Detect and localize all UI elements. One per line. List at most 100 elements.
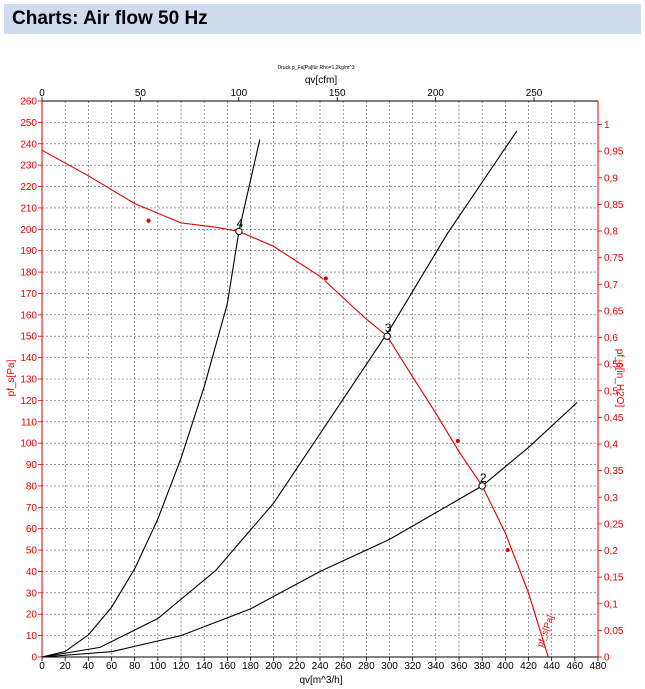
y-tick-label: 250 [20,118,37,129]
y2-tick-label: 0,55 [604,360,624,371]
x-tick-label: 480 [590,661,607,672]
x-tick-label: 120 [173,661,190,672]
chart-subtitle: Druck p_Fa[Pa]für Rho=1,2kg/m^3 [278,65,355,71]
y2-tick-label: 0,8 [604,227,618,238]
x-tick-label: 360 [451,661,468,672]
y-tick-label: 200 [20,225,37,236]
x2-tick-label: 100 [230,88,247,99]
y2-tick-label: 0,15 [604,573,624,584]
x-tick-label: 0 [39,661,45,672]
x-tick-label: 60 [106,661,118,672]
x-tick-label: 300 [381,661,398,672]
operating-point-label: 2 [480,471,487,485]
x-tick-label: 260 [335,661,352,672]
y-tick-label: 40 [26,567,38,578]
curves [41,130,578,658]
y-tick-label: 120 [20,396,37,407]
fan-curve-marker [504,547,511,553]
y2-tick-label: 0,6 [604,333,618,344]
operating-point [383,332,391,340]
y2-tick-label: 0,65 [604,306,624,317]
fan-curve-marker [323,275,329,282]
y2-tick-label: 0,9 [604,173,618,184]
y-tick-label: 210 [20,203,37,214]
y-tick-label: 20 [26,610,38,621]
y-tick-label: 230 [20,161,37,172]
operating-point [478,482,486,490]
x2-tick-label: 0 [39,88,45,99]
y-tick-label: 150 [20,332,37,343]
operating-point-label: 3 [385,321,392,335]
x2-tick-label: 200 [427,88,444,99]
y-tick-label: 80 [26,481,38,492]
x-tick-label: 420 [520,661,537,672]
fan-curve-line [41,149,549,658]
system-curve-2 [41,402,578,658]
axes [38,97,602,661]
x-tick-label: 440 [543,661,560,672]
x-tick-label: 220 [288,661,305,672]
x2-tick-label: 250 [526,88,543,99]
y2-tick-label: 0,5 [604,386,618,397]
x-tick-label: 160 [219,661,236,672]
y2-tick-label: 0,25 [604,519,624,530]
y2-tick-label: 0,85 [604,200,624,211]
y2-tick-label: 0,4 [604,440,618,451]
y2-tick-label: 0,3 [604,493,618,504]
y-tick-label: 220 [20,182,37,193]
y-tick-label: 140 [20,353,37,364]
operating-point [235,227,243,236]
x-tick-label: 200 [265,661,282,672]
y-tick-label: 190 [20,246,37,257]
x-axis-label: qv[m^3/h] [299,675,342,686]
y-tick-label: 100 [20,439,37,450]
x-tick-label: 100 [149,661,166,672]
x-tick-label: 380 [474,661,491,672]
x-tick-label: 140 [196,661,213,672]
section-header: Charts: Air flow 50 Hz [4,4,641,34]
x-tick-label: 400 [497,661,514,672]
system-curve-4 [41,139,261,658]
y-tick-label: 10 [26,631,38,642]
y2-tick-label: 0,95 [604,147,624,158]
y-tick-label: 170 [20,289,37,300]
x-tick-label: 240 [312,661,329,672]
y2-axis-label: pf_s[in_H2O] [614,349,625,408]
y-tick-label: 160 [20,310,37,321]
grid [42,101,598,657]
y2-tick-label: 0,75 [604,253,624,264]
x-tick-label: 80 [129,661,141,672]
y-tick-label: 50 [26,546,38,557]
y2-tick-label: 0 [604,653,610,664]
fan-curve-marker [145,218,152,224]
y-tick-label: 70 [26,503,38,514]
y-tick-label: 240 [20,139,37,150]
y-tick-label: 30 [26,588,38,599]
y2-tick-label: 0,1 [604,599,618,610]
fan-curve-marker [455,438,461,444]
x-tick-label: 180 [242,661,259,672]
operating-point-label: 4 [237,216,244,230]
y2-tick-label: 0,7 [604,280,618,291]
y-tick-label: 260 [20,97,37,108]
x2-tick-label: 50 [135,88,147,99]
y2-tick-label: 0,45 [604,413,624,424]
x-tick-label: 460 [566,661,583,672]
system-curve-3 [41,130,518,658]
y-tick-label: 130 [20,375,37,386]
x-tick-label: 20 [60,661,72,672]
x2-tick-label: 150 [329,88,346,99]
section-title: Charts: Air flow 50 Hz [12,8,208,29]
x-tick-label: 340 [427,661,444,672]
y-tick-label: 180 [20,268,37,279]
y-tick-label: 60 [26,524,38,535]
y-tick-label: 0 [31,653,37,664]
x2-axis-label: qv[cfm] [305,75,337,86]
y-tick-label: 90 [26,460,38,471]
y2-tick-label: 0,35 [604,466,624,477]
y2-tick-label: 0,2 [604,546,618,557]
tick-labels: 0 20 40 60 80 100 120 140 160 180 200 220 240 260 280 3… [20,88,624,672]
y2-tick-label: 1 [604,120,610,131]
y-tick-label: 110 [21,417,37,428]
